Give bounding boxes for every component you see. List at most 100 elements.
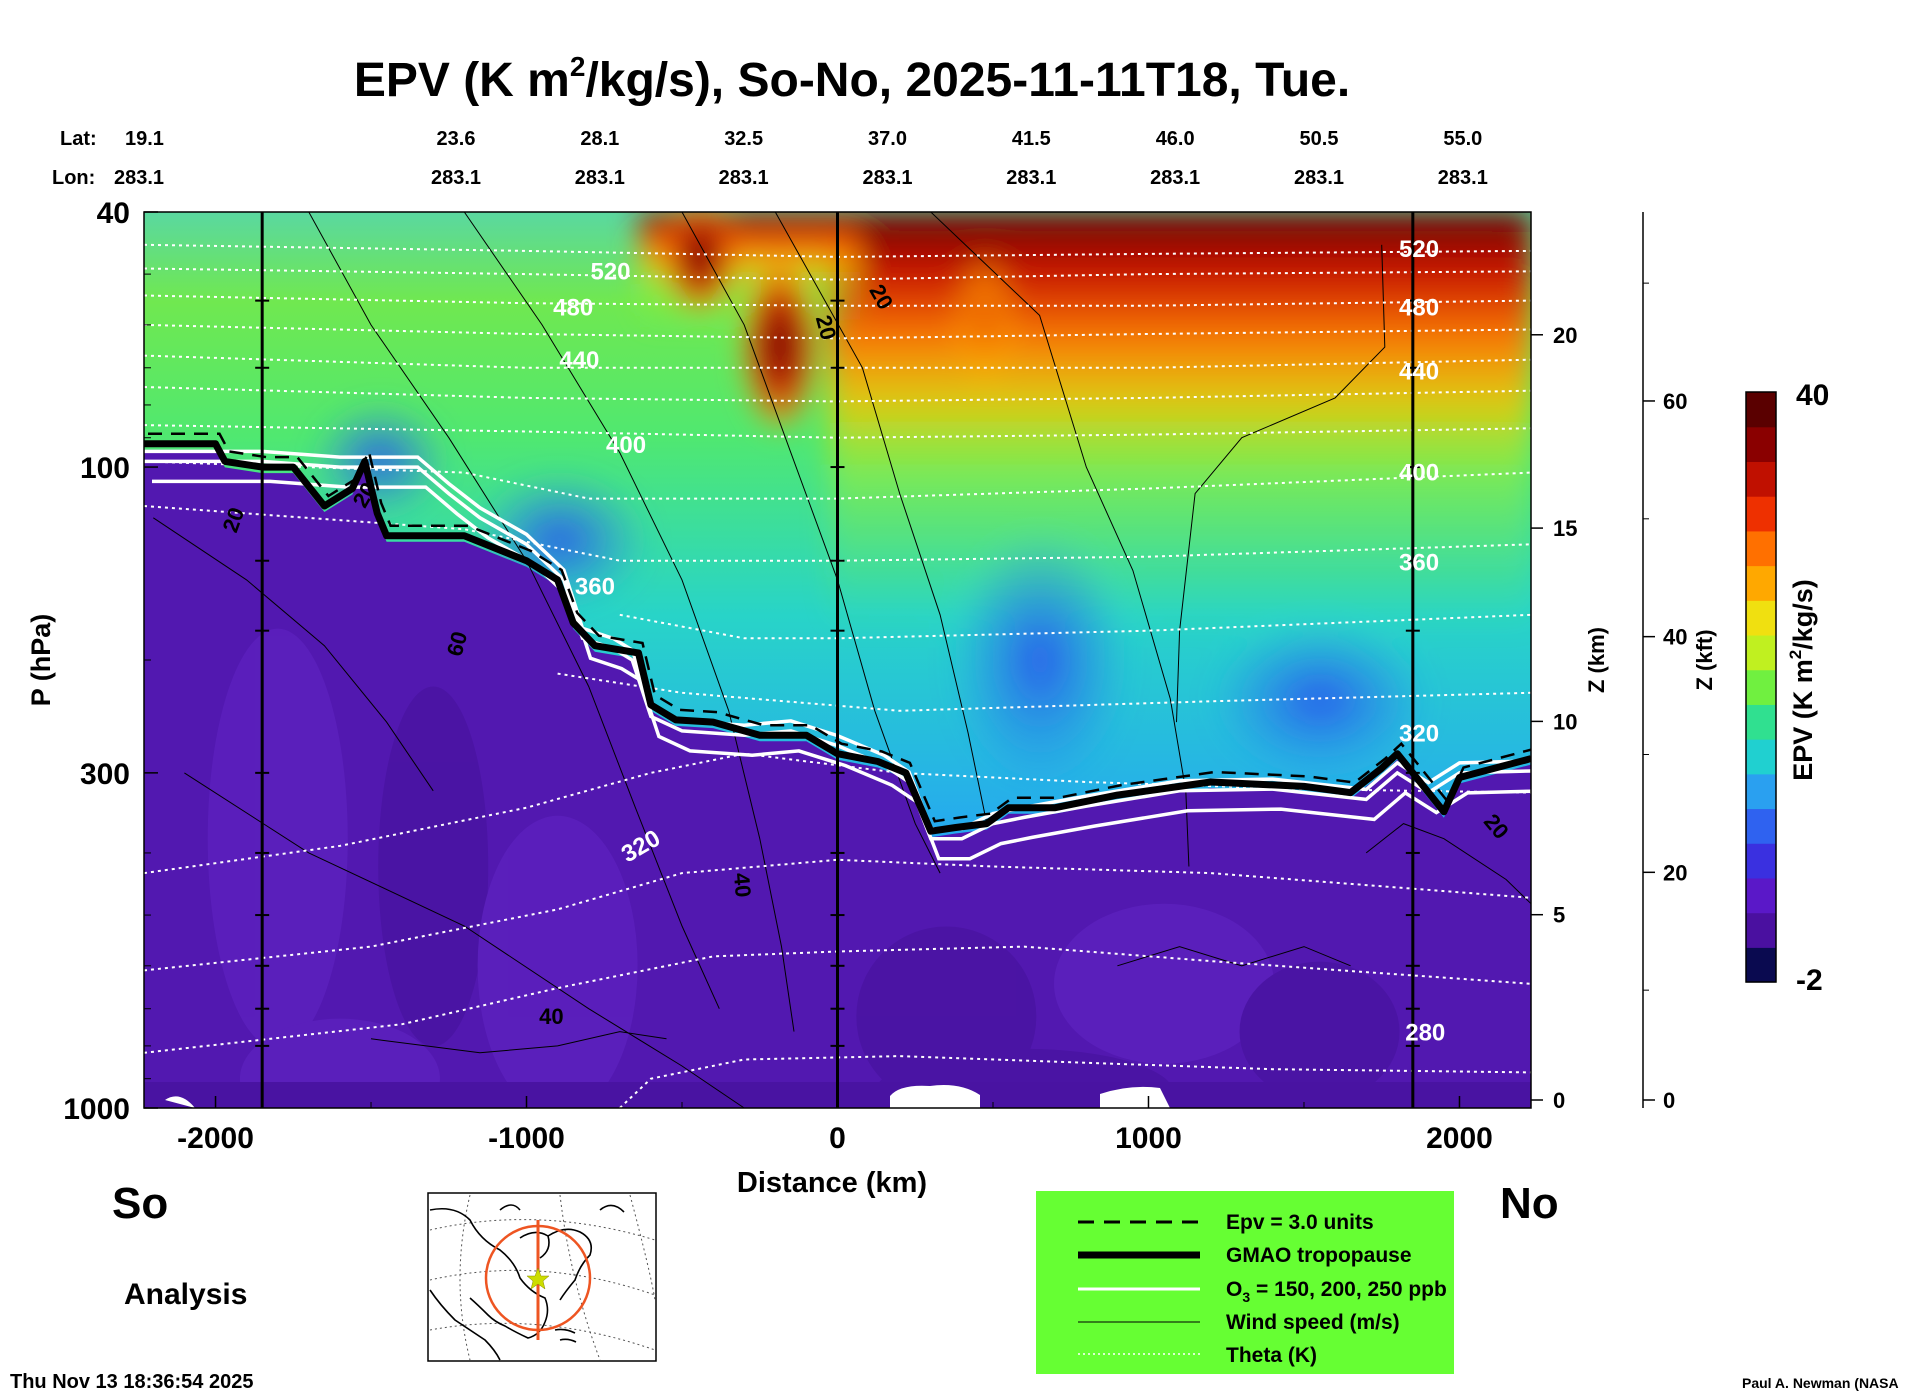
lat-value: 46.0: [1156, 128, 1195, 150]
inset-locator-map: [427, 1192, 657, 1362]
lon-value: 283.1: [1294, 167, 1344, 189]
colorbar-swatch: [1746, 565, 1776, 601]
y-axis-label: P (hPa): [26, 614, 56, 707]
theta-contour: [144, 460, 1531, 500]
theta-label: 480: [1399, 294, 1439, 321]
theta-label: 400: [606, 432, 646, 459]
theta-contour: [144, 945, 1531, 1054]
colorbar-frame: [1745, 391, 1777, 983]
lon-value: 283.1: [1006, 167, 1056, 189]
z-kft-tick-label: 60: [1663, 389, 1687, 414]
tropo-shade: [239, 1018, 440, 1108]
colorbar-label: EPV (K m2/kg/s): [1786, 579, 1818, 781]
latitude-marker-lines: [255, 212, 1420, 1108]
lat-value: 32.5: [724, 128, 763, 150]
wind-contour: [153, 517, 434, 792]
lat-label: Lat:: [60, 128, 97, 150]
legend-wind-label: Wind speed (m/s): [1226, 1311, 1400, 1334]
legend-ozone-label: O3 = 150, 200, 250 ppb: [1226, 1278, 1447, 1305]
x-tick-label: 0: [829, 1122, 846, 1155]
lon-value: 283.1: [431, 167, 481, 189]
z-km-tick-label: 5: [1553, 903, 1565, 928]
theta-label: 360: [575, 573, 615, 600]
lon-value: 283.1: [1150, 167, 1200, 189]
colorbar-swatch: [1746, 669, 1776, 705]
ozone-contour: [144, 459, 1531, 841]
lat-value: 23.6: [437, 128, 476, 150]
z-kft-tick-label: 40: [1663, 625, 1687, 650]
theta-contour: [144, 752, 1531, 875]
tropo-shade: [207, 628, 348, 1049]
legend: Epv = 3.0 units GMAO tropopause O3 = 150…: [1036, 1191, 1454, 1374]
colorbar-swatch: [1746, 426, 1776, 463]
tropo-shade: [378, 686, 489, 1047]
z-kft-axis: 0 20 40 60: [1642, 212, 1687, 1113]
theta-label: 360: [1399, 549, 1439, 576]
north-label: No: [1500, 1179, 1559, 1228]
theta-contour: [557, 672, 1531, 712]
z-kft-tick-label: 20: [1663, 860, 1687, 885]
wind-label: 40: [539, 1004, 563, 1029]
colorbar-min-label: -2: [1796, 964, 1823, 997]
colorbar: [1745, 391, 1777, 983]
colorbar-swatch: [1746, 704, 1776, 740]
z-kft-tick-label: 0: [1663, 1088, 1675, 1113]
wind-contour: [774, 212, 988, 824]
wind-contour: [1117, 946, 1351, 967]
legend-theta-label: Theta (K): [1226, 1344, 1317, 1367]
ozone-contour: [144, 449, 1531, 831]
colorbar-swatch: [1746, 530, 1776, 567]
theta-contour: [619, 1055, 1531, 1108]
epv-3-line: [148, 432, 1531, 823]
lat-value: 55.0: [1443, 128, 1482, 150]
y-tick-label: 1000: [63, 1093, 130, 1126]
z-km-tick-label: 0: [1553, 1088, 1565, 1113]
z-km-axis: 0 5 10 15 20: [1531, 323, 1577, 1113]
y-tick-label: 300: [80, 758, 130, 791]
tropo-shade: [1054, 903, 1275, 1064]
colorbar-swatch: [1746, 392, 1776, 428]
surface-blank-spots: [165, 1085, 1170, 1108]
plot-area: 5204804404003603202805204804404003603202…: [144, 212, 1531, 1108]
lat-value: 19.1: [125, 128, 164, 150]
theta-label: 520: [590, 259, 630, 286]
legend-epv-label: Epv = 3.0 units: [1226, 1211, 1374, 1234]
z-km-tick-label: 10: [1553, 709, 1577, 734]
colorbar-swatch: [1746, 634, 1776, 671]
theta-label: 520: [1399, 236, 1439, 263]
lat-lon-header: Lat: Lon: 19.1 23.6 28.1 32.5 37.0 41.5 46.0 50.5…: [52, 128, 1488, 189]
south-label: So: [112, 1179, 168, 1228]
colorbar-swatch: [1746, 739, 1776, 775]
credit: Paul A. Newman (NASA: [1742, 1375, 1899, 1391]
y-tick-label: 40: [97, 197, 130, 230]
theta-label: 440: [559, 347, 599, 374]
wind-contour: [184, 772, 745, 1108]
inset-star-icon: [526, 1267, 550, 1290]
wind-contour: [308, 212, 720, 1009]
x-tick-label: 1000: [1115, 1122, 1182, 1155]
theta-contour: [144, 858, 1531, 972]
tropo-shade: [477, 815, 638, 1108]
analysis-label: Analysis: [124, 1278, 247, 1311]
z-km-tick-label: 20: [1553, 323, 1577, 348]
theta-label: 440: [1399, 358, 1439, 385]
theta-label: 480: [553, 294, 593, 321]
colorbar-swatch: [1746, 600, 1776, 636]
colorbar-swatch: [1746, 808, 1776, 844]
theta-label: 320: [1399, 720, 1439, 747]
tropopause-lines: [144, 432, 1531, 835]
z-km-tick-label: 15: [1553, 516, 1577, 541]
chart-title: EPV (K m2/kg/s), So-No, 2025-11-11T18, T…: [354, 51, 1350, 107]
theta-label: 280: [1405, 1020, 1445, 1047]
lon-value: 283.1: [862, 167, 912, 189]
colorbar-swatch: [1746, 843, 1776, 879]
tropo-shade: [856, 926, 1037, 1107]
lat-value: 28.1: [580, 128, 619, 150]
colorbar-swatch: [1746, 947, 1776, 983]
inset-coastlines: [429, 1204, 625, 1361]
x-tick-label: -1000: [488, 1122, 565, 1155]
timestamp: Thu Nov 13 18:36:54 2025: [10, 1371, 253, 1393]
legend-tropopause-label: GMAO tropopause: [1226, 1244, 1412, 1267]
x-axis-label: Distance (km): [737, 1167, 927, 1199]
